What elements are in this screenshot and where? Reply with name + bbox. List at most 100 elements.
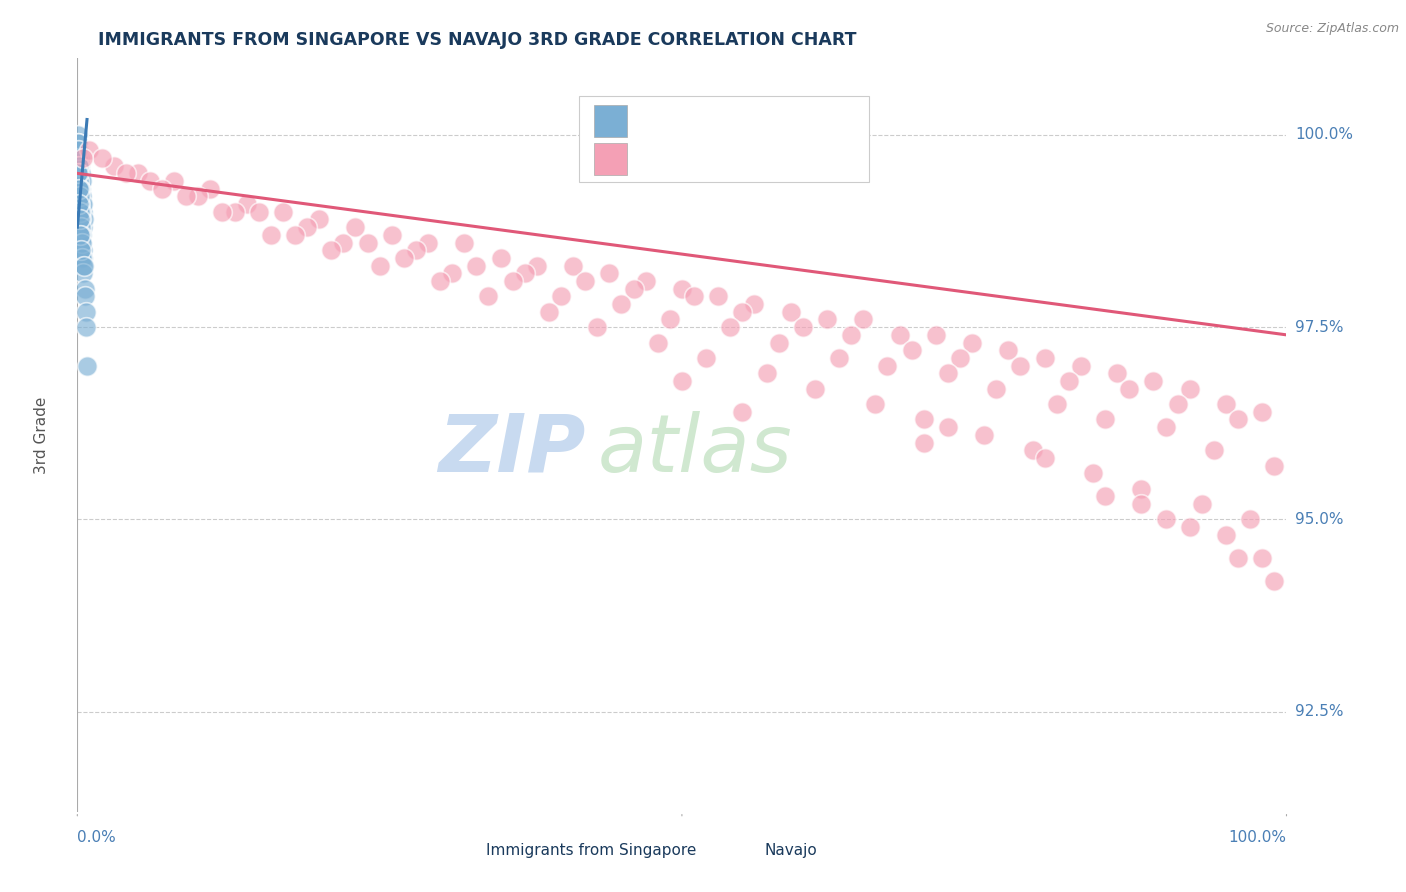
Point — [683, 289, 706, 303]
Point — [69, 189, 91, 203]
Point — [247, 204, 270, 219]
Text: Navajo: Navajo — [763, 844, 817, 858]
Point — [72, 235, 94, 250]
Text: 100.0%: 100.0% — [1295, 128, 1353, 143]
Point — [67, 197, 90, 211]
Point — [73, 259, 96, 273]
Point — [75, 320, 97, 334]
Point — [69, 204, 91, 219]
Point — [623, 282, 645, 296]
Point — [1057, 374, 1080, 388]
Point — [69, 151, 91, 165]
Point — [441, 266, 464, 280]
FancyBboxPatch shape — [724, 838, 755, 863]
Point — [1178, 520, 1201, 534]
Point — [67, 151, 90, 165]
Point — [70, 182, 93, 196]
Point — [72, 151, 94, 165]
Point — [1251, 405, 1274, 419]
Point — [744, 297, 766, 311]
Point — [150, 182, 173, 196]
Point — [1239, 512, 1261, 526]
Point — [936, 367, 959, 381]
Point — [1081, 467, 1104, 481]
Point — [1154, 512, 1177, 526]
Point — [332, 235, 354, 250]
Point — [224, 204, 246, 219]
Point — [429, 274, 451, 288]
Point — [69, 244, 91, 258]
Point — [70, 227, 93, 242]
Point — [1021, 443, 1043, 458]
Point — [779, 305, 801, 319]
Point — [658, 312, 681, 326]
Point — [1263, 574, 1285, 588]
Point — [127, 166, 149, 180]
Point — [1118, 382, 1140, 396]
Point — [1227, 550, 1250, 565]
Point — [295, 220, 318, 235]
Point — [647, 335, 669, 350]
Point — [381, 227, 404, 242]
Point — [755, 367, 778, 381]
Point — [1046, 397, 1069, 411]
Point — [76, 359, 98, 373]
Point — [1010, 359, 1032, 373]
Point — [75, 305, 97, 319]
Point — [70, 235, 93, 250]
Point — [1191, 497, 1213, 511]
Point — [839, 327, 862, 342]
Point — [72, 244, 94, 258]
Point — [936, 420, 959, 434]
Point — [537, 305, 560, 319]
Point — [1107, 367, 1129, 381]
Point — [69, 212, 91, 227]
Text: 92.5%: 92.5% — [1295, 705, 1343, 719]
Point — [1094, 412, 1116, 426]
Point — [1227, 412, 1250, 426]
Point — [960, 335, 983, 350]
Point — [72, 212, 94, 227]
Text: atlas: atlas — [598, 411, 792, 489]
Point — [1215, 397, 1237, 411]
Point — [69, 227, 91, 242]
Point — [610, 297, 633, 311]
Point — [912, 412, 935, 426]
Point — [1251, 550, 1274, 565]
Point — [69, 204, 91, 219]
Point — [73, 282, 96, 296]
Point — [925, 327, 948, 342]
Point — [768, 335, 790, 350]
Point — [72, 197, 94, 211]
Point — [889, 327, 911, 342]
Point — [1263, 458, 1285, 473]
Point — [67, 166, 90, 180]
Point — [72, 259, 94, 273]
Point — [66, 128, 89, 142]
Point — [973, 428, 995, 442]
Point — [876, 359, 898, 373]
Point — [731, 405, 754, 419]
Point — [66, 136, 89, 150]
Point — [1033, 450, 1056, 465]
Point — [912, 435, 935, 450]
FancyBboxPatch shape — [593, 143, 627, 175]
Point — [69, 166, 91, 180]
Point — [1094, 489, 1116, 503]
Point — [72, 266, 94, 280]
Point — [489, 251, 512, 265]
Point — [718, 320, 741, 334]
FancyBboxPatch shape — [579, 95, 869, 182]
Point — [69, 182, 91, 196]
Point — [284, 227, 307, 242]
Point — [356, 235, 378, 250]
Point — [69, 197, 91, 211]
Point — [103, 159, 125, 173]
Point — [70, 174, 93, 188]
Point — [695, 351, 717, 365]
Point — [731, 305, 754, 319]
Point — [550, 289, 572, 303]
Point — [235, 197, 257, 211]
Point — [308, 212, 330, 227]
Point — [986, 382, 1008, 396]
